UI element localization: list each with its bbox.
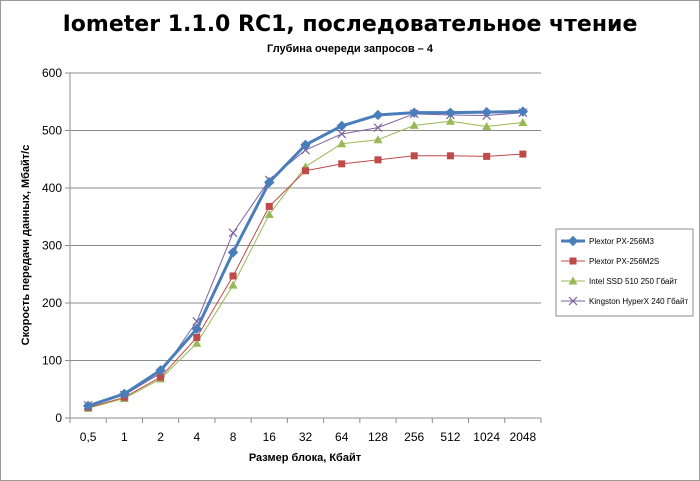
x-tick-label: 64 [335, 430, 349, 444]
data-point [337, 129, 347, 139]
x-tick-label: 32 [299, 430, 313, 444]
data-point [302, 167, 309, 175]
data-point [228, 228, 238, 238]
data-point [119, 388, 130, 400]
data-point [264, 177, 275, 188]
y-axis-ticks: 0 100 200 300 400 500 600 [42, 66, 70, 425]
data-point [482, 121, 492, 130]
data-point [337, 139, 347, 148]
data-point [445, 107, 456, 118]
legend-entry: Kingston HyperX 240 Гбайт [561, 296, 688, 306]
y-tick-label: 100 [42, 354, 62, 368]
legend: Plextor PX-256M3 Plextor PX-256M2S Intel S… [555, 228, 694, 317]
x-tick-label: 1 [121, 430, 128, 444]
legend-swatch-marker [568, 276, 578, 285]
y-tick-label: 0 [55, 411, 62, 425]
data-point [264, 209, 274, 218]
series-3 [83, 108, 528, 410]
x-tick-label: 16 [263, 430, 277, 444]
legend-swatch-marker [568, 296, 578, 306]
x-tick-label: 0,5 [80, 430, 97, 444]
legend-swatch-marker [569, 257, 577, 265]
data-point [265, 202, 273, 210]
data-point [373, 135, 383, 144]
series-1 [84, 150, 527, 412]
legend-entry: Plextor PX-256M3 [561, 235, 654, 247]
y-tick-label: 200 [42, 296, 62, 310]
data-point [481, 106, 492, 118]
data-point [483, 152, 491, 160]
data-point [408, 107, 420, 118]
series-line [87, 153, 523, 409]
data-point [517, 106, 529, 117]
data-point [82, 400, 94, 412]
axes [69, 73, 541, 419]
data-point [157, 373, 165, 381]
chart-subtitle: Глубина очереди запросов – 4 [267, 43, 434, 55]
series-layer [82, 106, 529, 412]
y-tick-label: 400 [42, 181, 62, 195]
y-tick-label: 500 [42, 124, 62, 138]
data-point [336, 120, 347, 132]
legend-swatch-marker [567, 235, 579, 247]
data-point [372, 109, 384, 121]
y-axis-title: Скорость передачи данных, Мбайт/с [20, 145, 32, 346]
data-point [518, 117, 528, 126]
series-0 [82, 106, 529, 412]
legend-label: Intel SSD 510 250 Гбайт [589, 277, 678, 286]
legend-label: Plextor PX-256M2S [589, 257, 659, 266]
data-point [373, 123, 383, 133]
data-point [374, 156, 382, 164]
x-tick-label: 4 [193, 430, 200, 444]
data-point [155, 365, 166, 376]
data-point [227, 247, 239, 258]
legend-label: Plextor PX-256M3 [589, 237, 654, 246]
data-point [519, 150, 527, 158]
data-point [193, 334, 201, 341]
data-point [445, 116, 455, 125]
data-point [229, 272, 237, 280]
legend-label: Kingston HyperX 240 Гбайт [589, 297, 688, 306]
x-tick-label: 2 [157, 430, 164, 444]
x-tick-label: 8 [230, 430, 237, 444]
y-tick-label: 600 [42, 66, 62, 80]
x-tick-label: 2048 [510, 430, 537, 444]
chart-title: Iometer 1.1.0 RC1, последовательное чтен… [63, 12, 638, 37]
data-point [300, 139, 311, 151]
legend-entry: Plextor PX-256M2S [561, 257, 659, 266]
data-point [446, 152, 454, 160]
x-tick-label: 128 [368, 430, 388, 444]
x-axis-title: Размер блока, Кбайт [249, 452, 362, 464]
x-tick-label: 1024 [473, 430, 500, 444]
series-2 [83, 116, 528, 412]
data-point [409, 120, 419, 129]
x-axis-ticks: 0,5 1 2 4 8 16 32 64 128 256 512 1024 2048 [69, 418, 542, 444]
data-point [228, 280, 238, 289]
legend-entry: Intel SSD 510 250 Гбайт [561, 276, 678, 286]
x-tick-label: 512 [440, 430, 460, 444]
series-line [87, 112, 523, 406]
data-point [338, 160, 346, 168]
data-point [192, 338, 202, 347]
data-point [191, 323, 203, 335]
data-point [410, 152, 418, 160]
y-tick-label: 300 [42, 239, 62, 253]
x-tick-label: 256 [404, 430, 424, 444]
gridlines [70, 72, 541, 361]
